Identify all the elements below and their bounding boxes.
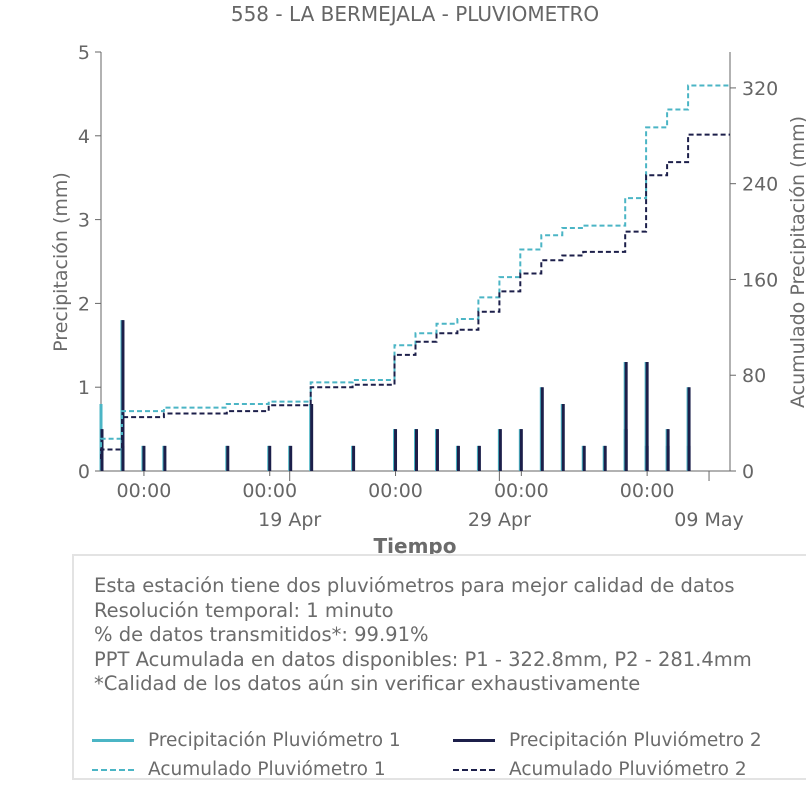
legend-label: Acumulado Pluviómetro 2	[509, 759, 747, 780]
chart-title: 558 - LA BERMEJALA - PLUVIOMETRO	[231, 2, 599, 26]
x-time-label: 00:00	[494, 480, 549, 502]
info-text: Esta estación tiene dos pluviómetros par…	[94, 574, 752, 697]
cumulative-line	[100, 133, 730, 459]
y-tick-label: 2	[78, 293, 90, 315]
legend-item-p1-acum: Acumulado Pluviómetro 1	[92, 759, 386, 780]
y-tick-label: 1	[78, 377, 90, 399]
y2-tick-label: 160	[742, 269, 778, 291]
legend-label: Precipitación Pluviómetro 2	[509, 730, 762, 751]
cumulative-line	[100, 84, 730, 448]
legend-label: Acumulado Pluviómetro 1	[148, 759, 386, 780]
x-time-label: 00:00	[117, 480, 172, 502]
legend-item-p2-precip: Precipitación Pluviómetro 2	[453, 730, 762, 751]
y-axis-label: Precipitación (mm)	[50, 172, 72, 352]
axes	[100, 52, 731, 472]
y2-tick-label: 80	[742, 365, 766, 387]
legend-item-p2-acum: Acumulado Pluviómetro 2	[453, 759, 747, 780]
y2-tick-label: 320	[742, 78, 778, 100]
y2-tick-label: 240	[742, 174, 778, 196]
legend-swatch-solid-navy	[453, 739, 495, 742]
legend-label: Precipitación Pluviómetro 1	[148, 730, 401, 751]
y2-tick-label: 0	[742, 461, 754, 483]
x-date-label: 19 Apr	[258, 509, 321, 531]
legend-item-p1-precip: Precipitación Pluviómetro 1	[92, 730, 401, 751]
info-line-resolution: Resolución temporal: 1 minuto	[94, 598, 394, 622]
info-line-quality-note: *Calidad de los datos aún sin verificar …	[94, 672, 641, 695]
x-date-label: 29 Apr	[468, 509, 531, 531]
y-tick-label: 0	[78, 461, 90, 483]
precipitation-chart: 558 - LA BERMEJALA - PLUVIOMETRO Precipi…	[50, 2, 806, 558]
info-legend-box: Esta estación tiene dos pluviómetros par…	[72, 554, 806, 780]
x-time-label: 00:00	[242, 480, 297, 502]
series-layer	[99, 84, 730, 471]
y-tick-label: 5	[78, 42, 90, 64]
legend-swatch-solid-cyan	[92, 739, 134, 742]
y-tick-label: 3	[78, 210, 90, 232]
legend-swatch-dashed-cyan	[92, 768, 134, 771]
info-line-accumulated: PPT Acumulada en datos disponibles: P1 -…	[94, 647, 752, 671]
info-line-transmitted: % de datos transmitidos*: 99.91%	[94, 623, 429, 646]
info-line-stations: Esta estación tiene dos pluviómetros par…	[94, 574, 735, 597]
ticks: 0 1 2 3 4 5 0 80 160 240 320 00:00 00:00 00:00 00:00 00…	[78, 42, 778, 531]
y2-axis-label: Acumulado Precipitación (mm)	[787, 116, 806, 408]
x-time-label: 00:00	[368, 480, 423, 502]
x-date-label: 09 May	[674, 509, 744, 531]
y-tick-label: 4	[78, 126, 90, 148]
legend-swatch-dashed-navy	[453, 768, 495, 771]
x-time-label: 00:00	[620, 480, 675, 502]
